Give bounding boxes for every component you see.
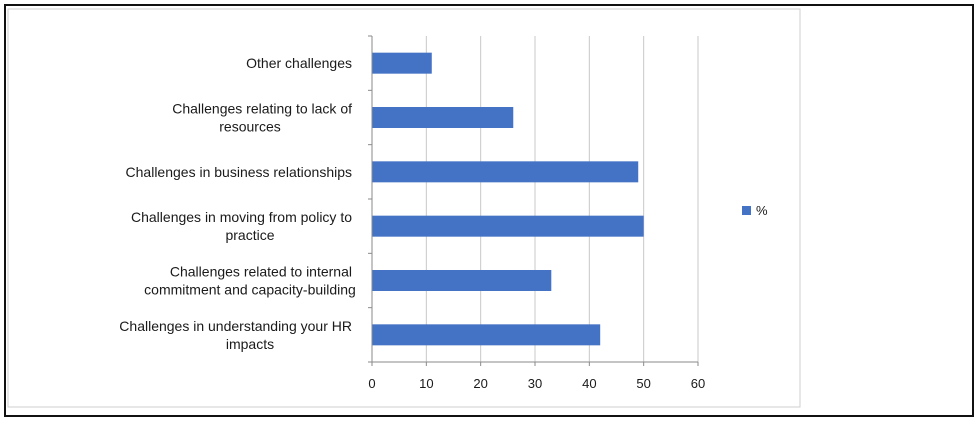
bar-0 [372, 324, 601, 346]
category-label-0-line-0: Challenges in understanding your HR [119, 318, 352, 334]
chart-area-border [7, 8, 801, 408]
category-label-3-line-0: Challenges in business relationships [126, 164, 352, 180]
x-tick-label-10: 10 [419, 376, 433, 391]
bar-1 [372, 270, 552, 291]
legend-label: % [756, 203, 768, 218]
chart-frame [4, 4, 974, 417]
x-tick-label-60: 60 [691, 376, 705, 391]
bar-4 [372, 107, 514, 128]
category-label-5-line-0: Other challenges [246, 55, 352, 71]
bar-2 [372, 215, 644, 237]
x-tick-label-0: 0 [368, 376, 375, 391]
bar-3 [372, 161, 639, 183]
category-label-4-line-1: resources [219, 119, 280, 135]
category-label-0: Challenges in understanding your HR impac… [119, 318, 352, 352]
category-label-2: Challenges in moving from policy to pract… [131, 209, 352, 243]
category-label-1-line-1: commitment and capacity-building [144, 282, 356, 298]
x-tick-label-40: 40 [582, 376, 596, 391]
category-label-5: Other challenges [246, 55, 352, 71]
category-label-1-line-0: Challenges related to internal [170, 264, 352, 280]
x-tick-label-30: 30 [528, 376, 542, 391]
category-label-4: Challenges relating to lack of resources [172, 101, 352, 135]
category-label-2-line-1: practice [225, 227, 274, 243]
category-labels: Challenges in understanding your HR impac… [119, 55, 356, 352]
legend-swatch [742, 206, 751, 215]
x-tick-label-20: 20 [473, 376, 487, 391]
category-label-1: Challenges related to internal commitment… [144, 264, 356, 298]
category-label-2-line-0: Challenges in moving from policy to [131, 209, 352, 225]
legend: % [742, 203, 768, 218]
gridlines [425, 36, 699, 362]
x-tick-label-50: 50 [636, 376, 650, 391]
axes [368, 35, 699, 366]
bars [372, 52, 644, 346]
category-label-3: Challenges in business relationships [126, 164, 352, 180]
category-label-4-line-0: Challenges relating to lack of [172, 101, 352, 117]
category-label-0-line-1: impacts [226, 336, 274, 352]
x-tick-labels: 0 10 20 30 40 50 60 [368, 376, 705, 391]
bar-5 [372, 52, 432, 74]
